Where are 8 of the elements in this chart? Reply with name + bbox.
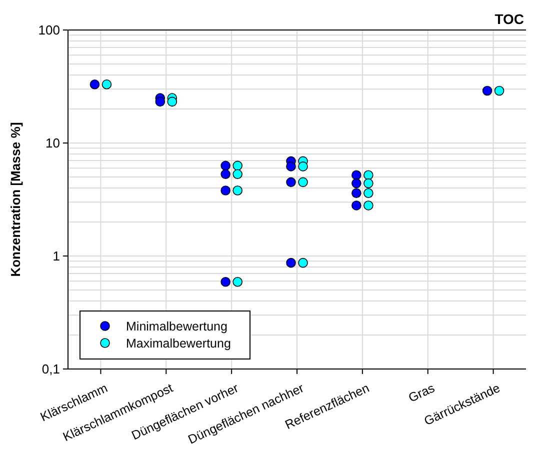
y-axis-title: Konzentration [Masse %]	[8, 122, 23, 277]
y-tick-label: 0,1	[42, 362, 60, 377]
y-tick-label: 1	[52, 248, 60, 264]
y-tick-label: 10	[46, 136, 60, 151]
y-tick-label: 100	[38, 22, 60, 38]
chart-title: TOC	[494, 11, 524, 27]
legend-label: Maximalbewertung	[126, 336, 231, 350]
legend-label: Minimalbewertung	[126, 319, 228, 334]
